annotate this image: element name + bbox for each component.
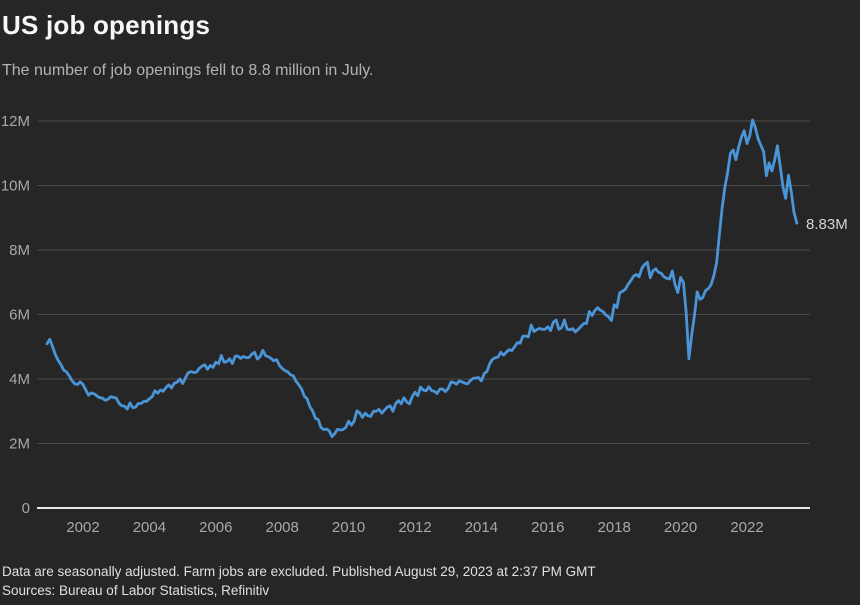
x-tick-label: 2012 [398,519,431,536]
y-tick-label: 12M [1,113,30,130]
y-tick-label: 8M [9,242,30,259]
x-tick-label: 2008 [266,519,299,536]
y-tick-label: 6M [9,307,30,324]
chart-title: US job openings [2,10,211,40]
footer-note: Data are seasonally adjusted. Farm jobs … [2,564,596,579]
x-tick-label: 2006 [199,519,232,536]
job-openings-line [45,118,799,439]
y-tick-label: 10M [1,178,30,195]
x-tick-label: 2020 [664,519,697,536]
y-tick-label: 2M [9,436,30,453]
x-tick-label: 2010 [332,519,365,536]
end-value-label: 8.83M [806,216,848,233]
x-tick-label: 2014 [465,519,498,536]
chart-subtitle: The number of job openings fell to 8.8 m… [2,62,374,79]
x-tick-label: 2016 [531,519,564,536]
y-tick-label: 4M [9,371,30,388]
footer-sources: Sources: Bureau of Labor Statistics, Ref… [2,583,270,598]
x-tick-label: 2002 [66,519,99,536]
x-tick-label: 2022 [730,519,763,536]
x-tick-label: 2018 [598,519,631,536]
x-tick-label: 2004 [133,519,166,536]
y-tick-label: 0 [22,500,30,517]
